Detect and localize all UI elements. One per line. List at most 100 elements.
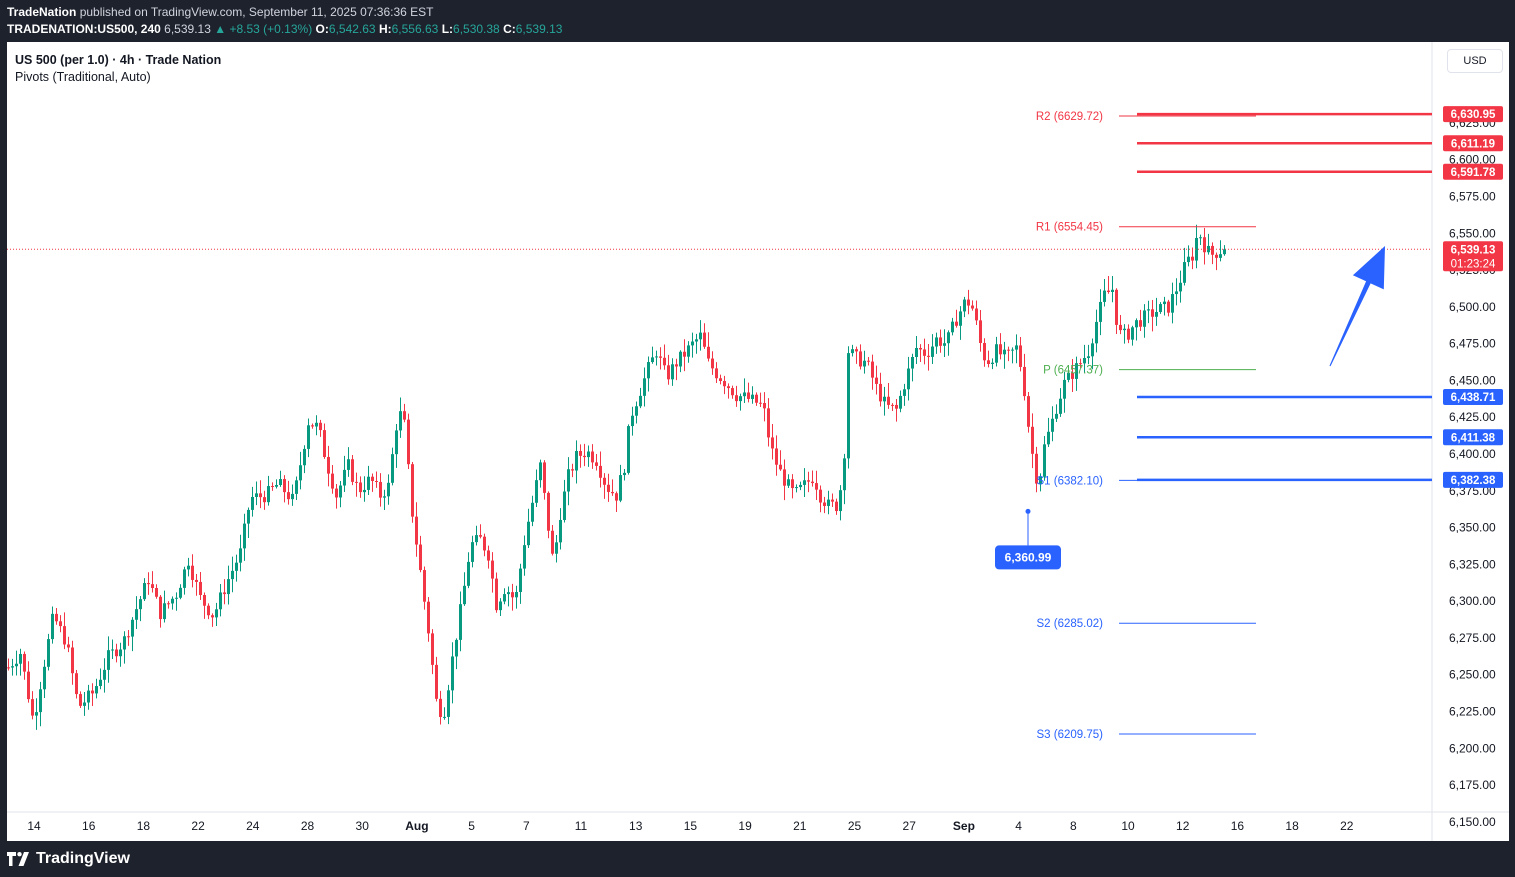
- candle-body: [1119, 324, 1122, 331]
- pivot-label-p: P (6457.37): [1043, 365, 1103, 377]
- price-chart[interactable]: R2 (6629.72) R1 (6554.45) P (6457.37) S1 (6…: [7, 42, 1509, 841]
- x-tick-label: 30: [356, 819, 370, 833]
- candle-body: [1079, 363, 1082, 365]
- change-value: +8.53 (+0.13%): [229, 22, 313, 36]
- candle-body: [367, 476, 370, 490]
- candle-body: [131, 619, 134, 637]
- candle-body: [883, 396, 886, 402]
- support-price-badge[interactable]: [1443, 389, 1503, 406]
- candle-body: [627, 426, 630, 473]
- y-tick-label: 6,575.00: [1449, 190, 1496, 204]
- candle-body: [379, 481, 382, 498]
- candle-body: [347, 459, 350, 470]
- chart-legend: US 500 (per 1.0) · 4h · Trade Nation Piv…: [15, 52, 221, 86]
- candle-body: [651, 357, 654, 363]
- candle-body: [539, 462, 542, 481]
- legend-title[interactable]: US 500 (per 1.0) · 4h · Trade Nation: [15, 53, 222, 67]
- support-price-badge[interactable]: [1443, 429, 1503, 446]
- candle-body: [503, 594, 506, 602]
- candle-body: [499, 601, 502, 611]
- candle-body: [1179, 282, 1182, 292]
- candle-body: [463, 585, 466, 605]
- published-text: published on TradingView.com, September …: [79, 5, 434, 19]
- candle-body: [587, 451, 590, 458]
- candle-body: [915, 347, 918, 358]
- tradingview-logo[interactable]: TradingView: [7, 850, 130, 868]
- candle-body: [715, 368, 718, 379]
- candle-body: [1011, 349, 1014, 351]
- candle-body: [87, 690, 90, 703]
- low-marker-badge[interactable]: [995, 545, 1061, 570]
- candle-body: [115, 649, 118, 657]
- candle-body: [515, 592, 518, 598]
- candle-body: [795, 487, 798, 489]
- low-value: 6,530.38: [453, 22, 500, 36]
- candle-body: [755, 394, 758, 403]
- legend-indicator[interactable]: Pivots (Traditional, Auto): [15, 70, 151, 84]
- currency-button[interactable]: USD: [1447, 49, 1503, 73]
- x-tick-label: 27: [903, 819, 917, 833]
- current-price-badge[interactable]: [1443, 241, 1503, 272]
- candle-body: [995, 344, 998, 363]
- x-tick-label: Aug: [405, 819, 428, 833]
- resistance-price-badge[interactable]: [1443, 135, 1503, 152]
- x-tick-label: 16: [82, 819, 96, 833]
- x-tick-label: 24: [246, 819, 260, 833]
- candle-body: [591, 451, 594, 463]
- candle-body: [431, 633, 434, 665]
- support-price-badge[interactable]: [1443, 471, 1503, 488]
- candle-body: [259, 493, 262, 498]
- candle-body: [963, 299, 966, 312]
- candle-body: [771, 437, 774, 449]
- candle-body: [547, 492, 550, 531]
- candle-body: [823, 502, 826, 506]
- low-marker-label: 6,360.99: [1005, 550, 1052, 564]
- candle-body: [935, 337, 938, 347]
- candle-body: [67, 644, 70, 648]
- candle-body: [679, 351, 682, 367]
- candle-body: [731, 388, 734, 396]
- candle-body: [19, 653, 22, 664]
- candle-body: [315, 422, 318, 427]
- x-tick-label: 12: [1176, 819, 1190, 833]
- candle-body: [219, 592, 222, 610]
- candle-body: [703, 332, 706, 347]
- candle-body: [311, 425, 314, 427]
- candle-body: [359, 482, 362, 493]
- footer-bar: TradingView: [0, 841, 1515, 877]
- candle-body: [1035, 453, 1038, 484]
- candle-body: [831, 499, 834, 502]
- resistance-price-badge[interactable]: [1443, 163, 1503, 180]
- candle-body: [1151, 309, 1154, 317]
- candle-body: [991, 362, 994, 365]
- candle-body: [163, 603, 166, 620]
- candle-body: [387, 482, 390, 497]
- candle-body: [791, 479, 794, 489]
- candle-body: [203, 595, 206, 606]
- candle-body: [907, 368, 910, 390]
- candle-body: [319, 422, 322, 431]
- candle-body: [287, 492, 290, 500]
- publisher-name[interactable]: TradeNation: [7, 5, 77, 19]
- candle-body: [459, 604, 462, 640]
- candle-body: [983, 343, 986, 361]
- candle-body: [39, 689, 42, 713]
- candle-body: [535, 480, 538, 503]
- candle-body: [891, 404, 894, 406]
- candle-body: [1111, 289, 1114, 293]
- candle-body: [479, 535, 482, 537]
- candle-body: [1223, 249, 1226, 255]
- resistance-price-badge[interactable]: [1443, 106, 1503, 123]
- candle-body: [247, 509, 250, 524]
- x-tick-label: 28: [301, 819, 315, 833]
- close-value: 6,539.13: [515, 22, 563, 36]
- arrow-up-icon[interactable]: [1329, 246, 1386, 367]
- candle-body: [691, 341, 694, 346]
- candle-body: [739, 396, 742, 402]
- candle-body: [371, 476, 374, 482]
- chart-frame[interactable]: R2 (6629.72) R1 (6554.45) P (6457.37) S1 (6…: [7, 42, 1509, 841]
- candle-body: [7, 667, 10, 669]
- y-tick-label: 6,400.00: [1449, 447, 1496, 461]
- candle-body: [299, 465, 302, 481]
- candle-body: [807, 480, 810, 482]
